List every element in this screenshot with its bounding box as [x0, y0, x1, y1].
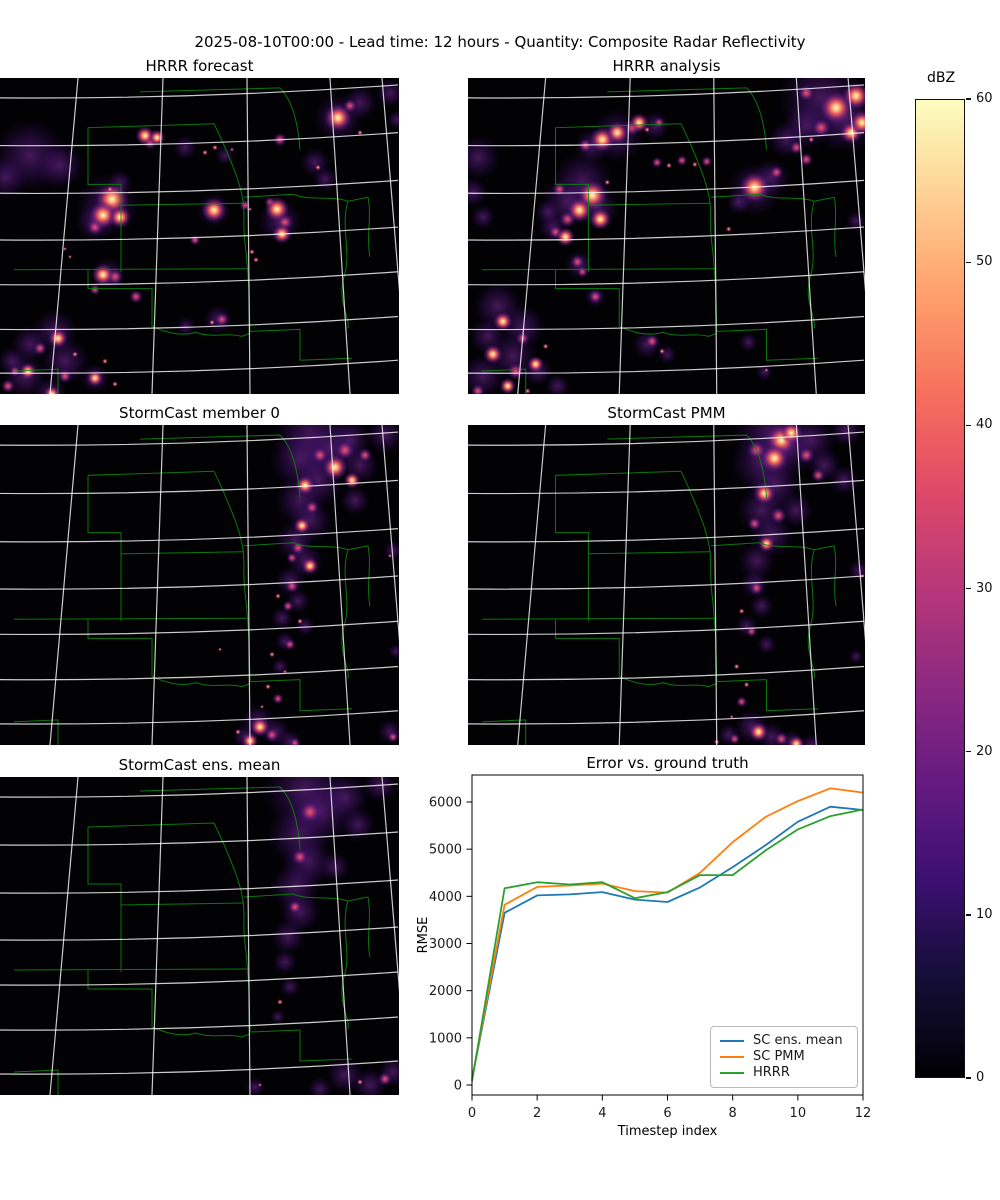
map-canvas [468, 425, 865, 745]
colorbar-gradient [915, 99, 965, 1078]
chart-title: Error vs. ground truth [586, 754, 749, 772]
panel-title-stormcast-member-0: StormCast member 0 [119, 404, 280, 422]
legend-line-sc-pmm [720, 1056, 744, 1058]
rmse-chart: 0 2 4 6 8 10 12 0 1000 2000 3000 4000 5000 6000 [429, 774, 872, 1121]
panel-title-hrrr-analysis: HRRR analysis [612, 57, 721, 75]
colorbar-tick [966, 424, 971, 427]
x-tick-label: 0 [468, 1106, 476, 1121]
y-tick-label: 0 [454, 1079, 462, 1094]
chart-legend: SC ens. mean SC PMM HRRR [710, 1026, 858, 1088]
y-tick-label: 1000 [429, 1031, 462, 1046]
series-line-0 [471, 805, 864, 1080]
legend-item-hrrr: HRRR [720, 1065, 848, 1081]
map-canvas [0, 777, 399, 1095]
legend-line-hrrr [720, 1072, 744, 1074]
colorbar-tick [966, 751, 971, 753]
legend-item-sc-pmm: SC PMM [720, 1049, 848, 1065]
map-stormcast-ens-mean [0, 777, 399, 1095]
figure-title: 2025-08-10T00:00 - Lead time: 12 hours -… [194, 33, 806, 51]
y-tick-label: 3000 [429, 937, 462, 952]
legend-label-sc-ens-mean: SC ens. mean [753, 1033, 843, 1048]
x-tick-label: 6 [663, 1106, 671, 1121]
legend-label-hrrr: HRRR [753, 1065, 790, 1080]
map-hrrr-analysis [468, 78, 865, 394]
y-tick-label: 6000 [429, 796, 462, 811]
panel-title-stormcast-ens-mean: StormCast ens. mean [118, 756, 281, 774]
colorbar-tick [966, 587, 971, 590]
colorbar-tick-label: 50 [976, 254, 993, 270]
legend-item-sc-ens-mean: SC ens. mean [720, 1033, 848, 1049]
y-tick-label: 5000 [429, 843, 462, 858]
colorbar-tick [966, 98, 971, 100]
series-line-2 [471, 808, 864, 1082]
colorbar-tick-label: 10 [976, 906, 993, 922]
colorbar-tick-label: 20 [976, 743, 993, 759]
legend-label-sc-pmm: SC PMM [753, 1049, 805, 1064]
colorbar-tick-label: 30 [976, 580, 993, 596]
legend-line-sc-ens-mean [720, 1040, 744, 1042]
y-tick-label: 2000 [429, 984, 462, 999]
colorbar-tick-label: 60 [976, 91, 993, 106]
map-stormcast-member-0 [0, 425, 399, 745]
map-hrrr-forecast [0, 78, 399, 394]
x-tick-label: 10 [790, 1106, 807, 1121]
colorbar-title: dBZ [926, 70, 956, 86]
panel-title-stormcast-pmm: StormCast PMM [607, 404, 726, 422]
map-canvas [468, 78, 865, 394]
map-canvas [0, 425, 399, 745]
x-axis-label: Timestep index [617, 1124, 718, 1139]
x-tick-label: 8 [729, 1106, 737, 1121]
x-tick-label: 4 [598, 1106, 606, 1121]
colorbar: 0 10 20 30 40 50 60 [915, 91, 1000, 1085]
x-tick-label: 12 [855, 1106, 872, 1121]
x-tick-label: 2 [533, 1106, 541, 1121]
map-stormcast-pmm [468, 425, 865, 745]
panel-title-hrrr-forecast: HRRR forecast [145, 57, 254, 75]
map-canvas [0, 78, 399, 394]
colorbar-tick-label: 40 [976, 417, 993, 433]
y-tick-label: 4000 [429, 890, 462, 905]
y-axis-label: RMSE [416, 916, 431, 954]
colorbar-tick [966, 1077, 971, 1079]
colorbar-tick-label: 0 [976, 1070, 985, 1085]
colorbar-tick [966, 261, 971, 263]
colorbar-tick [966, 914, 971, 916]
